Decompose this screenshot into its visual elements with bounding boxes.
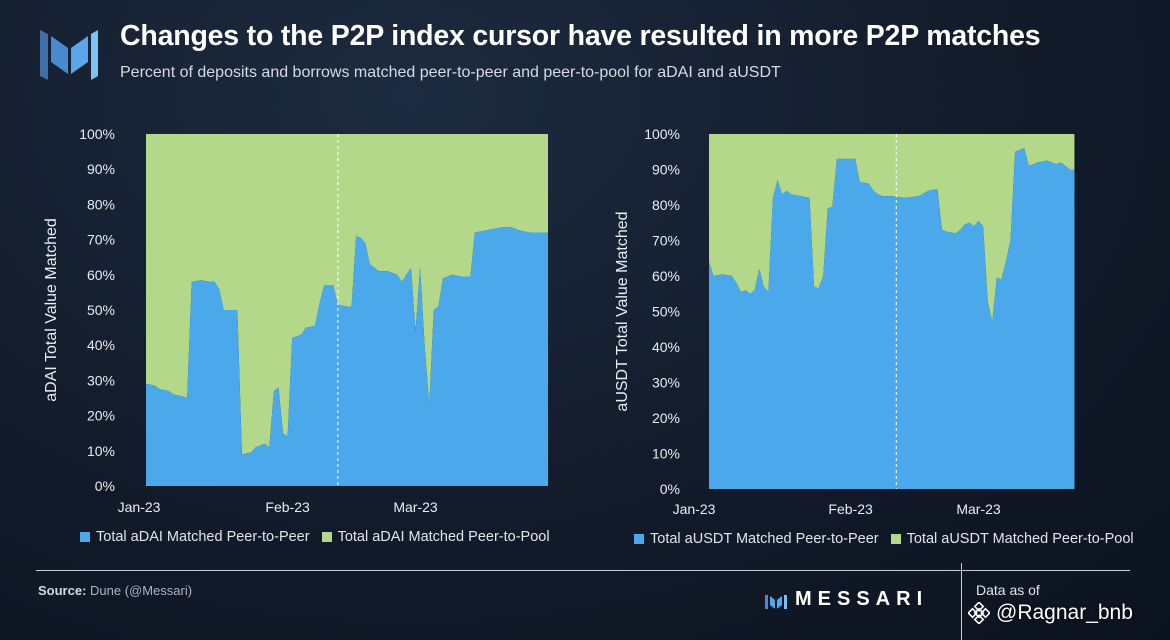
y-tick-label: 30% — [652, 375, 680, 391]
legend-ausdt-pool: Total aUSDT Matched Peer-to-Pool — [906, 531, 1134, 547]
y-tick-label: 70% — [652, 233, 680, 249]
y-tick-label: 90% — [652, 162, 680, 178]
pool-swatch — [321, 532, 332, 542]
x-tick-label: Feb-23 — [265, 499, 310, 515]
y-tick-label: 50% — [87, 302, 115, 318]
p2p-swatch — [80, 532, 90, 542]
y-tick-label: 80% — [87, 196, 115, 212]
ausdt-y-axis-title: aUSDT Total Value Matched — [614, 211, 631, 411]
y-tick-label: 100% — [79, 126, 115, 142]
y-tick-label: 70% — [87, 232, 115, 248]
peer-to-peer-area — [709, 148, 1075, 489]
peer-to-pool-area — [709, 134, 1075, 323]
source-label: Source: — [38, 583, 87, 598]
y-tick-label: 100% — [644, 126, 680, 142]
source-note: Source: Dune (@Messari) — [38, 583, 192, 598]
y-tick-label: 60% — [87, 267, 115, 283]
watermark-text: @Ragnar_bnb — [996, 601, 1133, 624]
messari-logo — [40, 30, 98, 80]
y-tick-label: 20% — [87, 408, 115, 424]
x-tick-label: Jan-23 — [118, 499, 161, 515]
x-tick-label: Feb-23 — [828, 501, 873, 517]
footer-vertical-divider — [961, 563, 962, 640]
adai-y-axis-title: aDAI Total Value Matched — [43, 218, 60, 402]
binance-icon — [968, 602, 990, 624]
y-tick-label: 30% — [87, 372, 115, 388]
chart-subtitle: Percent of deposits and borrows matched … — [120, 64, 781, 81]
x-tick-label: Mar-23 — [393, 499, 438, 515]
watermark: @Ragnar_bnb — [968, 601, 1133, 625]
legend-ausdt-p2p: Total aUSDT Matched Peer-to-Peer — [650, 531, 879, 547]
y-tick-label: 10% — [652, 446, 680, 462]
x-tick-label: Jan-23 — [673, 501, 716, 517]
legend-adai-pool: Total aDAI Matched Peer-to-Pool — [337, 529, 550, 545]
messari-mark-icon — [765, 594, 787, 609]
chart-title: Changes to the P2P index cursor have res… — [120, 20, 1041, 52]
y-tick-label: 50% — [652, 304, 680, 320]
messari-brand: MESSARI — [765, 588, 928, 611]
y-tick-label: 0% — [660, 481, 680, 497]
footer-divider — [36, 570, 1130, 571]
y-tick-label: 60% — [652, 268, 680, 284]
adai-legend: Total aDAI Matched Peer-to-Peer Total aD… — [80, 529, 550, 545]
y-tick-label: 80% — [652, 197, 680, 213]
ausdt-legend: Total aUSDT Matched Peer-to-Peer Total a… — [634, 531, 1134, 547]
y-tick-label: 10% — [87, 443, 115, 459]
y-tick-label: 20% — [652, 410, 680, 426]
y-tick-label: 40% — [87, 337, 115, 353]
x-tick-label: Mar-23 — [956, 501, 1001, 517]
peer-to-pool-area — [146, 134, 548, 455]
p2p-swatch — [634, 534, 644, 544]
legend-adai-p2p: Total aDAI Matched Peer-to-Peer — [96, 529, 310, 545]
peer-to-peer-area — [146, 227, 548, 486]
y-tick-label: 90% — [87, 161, 115, 177]
source-value: Dune (@Messari) — [86, 583, 193, 598]
data-as-of: Data as of — [976, 582, 1040, 598]
y-tick-label: 0% — [95, 478, 115, 494]
brand-name: MESSARI — [795, 588, 929, 610]
pool-swatch — [890, 534, 901, 544]
y-tick-label: 40% — [652, 339, 680, 355]
